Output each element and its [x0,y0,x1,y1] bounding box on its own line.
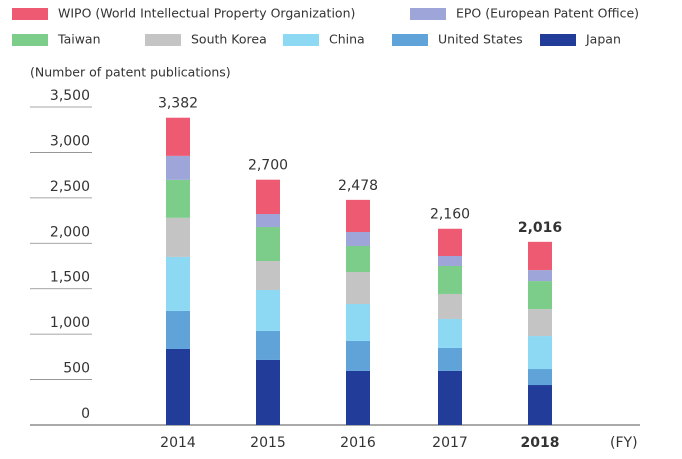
total-label: 2,016 [518,220,562,236]
legend-swatch [12,34,48,46]
legend-label: WIPO (World Intellectual Property Organi… [58,6,355,21]
x-tick-label: 2014 [160,435,196,451]
bar-segment [528,336,552,370]
bar-segment [438,228,462,257]
bar-segment [166,217,190,257]
bar-segment [346,199,370,233]
y-tick-label: 1,500 [50,270,90,286]
legend-swatch [410,8,446,20]
bar-segment [438,370,462,425]
legend-label: China [329,32,365,47]
total-label: 2,160 [430,207,470,223]
bar-segment [256,227,280,262]
bar-segment [166,310,190,349]
x-tick-label: 2015 [250,435,286,451]
bar-segment [438,266,462,294]
bar-segment [528,309,552,337]
legend-swatch [283,34,319,46]
bar-segment [256,214,280,228]
bar-segment [528,270,552,282]
bar-segment [528,281,552,310]
bar-segment [528,241,552,271]
y-tick-label: 1,000 [50,315,90,331]
bar-segment [256,330,280,360]
bar-segment [528,369,552,386]
bar-segment [346,232,370,247]
bar-segment [528,385,552,425]
bar-segment [438,347,462,371]
bar-segment [166,256,190,311]
bar-segment [438,293,462,319]
bar-segment [438,256,462,266]
legend-swatch [540,34,576,46]
bar-segment [256,289,280,331]
bar-segment [166,117,190,156]
legend-swatch [12,8,48,20]
y-axis-label: (Number of patent publications) [30,65,231,80]
bar-segment [346,271,370,304]
bar-segment [256,359,280,425]
legend-label: United States [438,32,523,47]
x-tick-label: 2018 [521,435,560,451]
bar-segment [166,348,190,425]
bar-segment [166,155,190,180]
bar-segment [346,370,370,425]
total-label: 2,700 [248,158,288,174]
legend-label: South Korea [191,32,267,47]
x-tick-label: 2017 [432,435,468,451]
bar-segment [166,179,190,218]
legend-swatch [145,34,181,46]
x-unit: (FY) [610,435,638,451]
total-label: 3,382 [158,96,198,112]
bar-segment [256,179,280,215]
x-tick-label: 2016 [340,435,376,451]
y-tick-label: 3,000 [50,133,90,149]
legend-label: EPO (European Patent Office) [456,6,639,21]
y-tick-label: 3,500 [50,88,90,104]
legend-label: Taiwan [57,32,101,47]
bar-segment [346,246,370,272]
total-label: 2,478 [338,178,378,194]
bar-segment [346,303,370,341]
y-tick-label: 2,000 [50,224,90,240]
legend-label: Japan [585,32,621,47]
legend-swatch [392,34,428,46]
y-tick-label: 0 [81,406,90,422]
bar-segment [256,261,280,290]
y-tick-label: 2,500 [50,179,90,195]
bar-segment [346,340,370,371]
bar-segment [438,318,462,348]
y-tick-label: 500 [63,361,90,377]
